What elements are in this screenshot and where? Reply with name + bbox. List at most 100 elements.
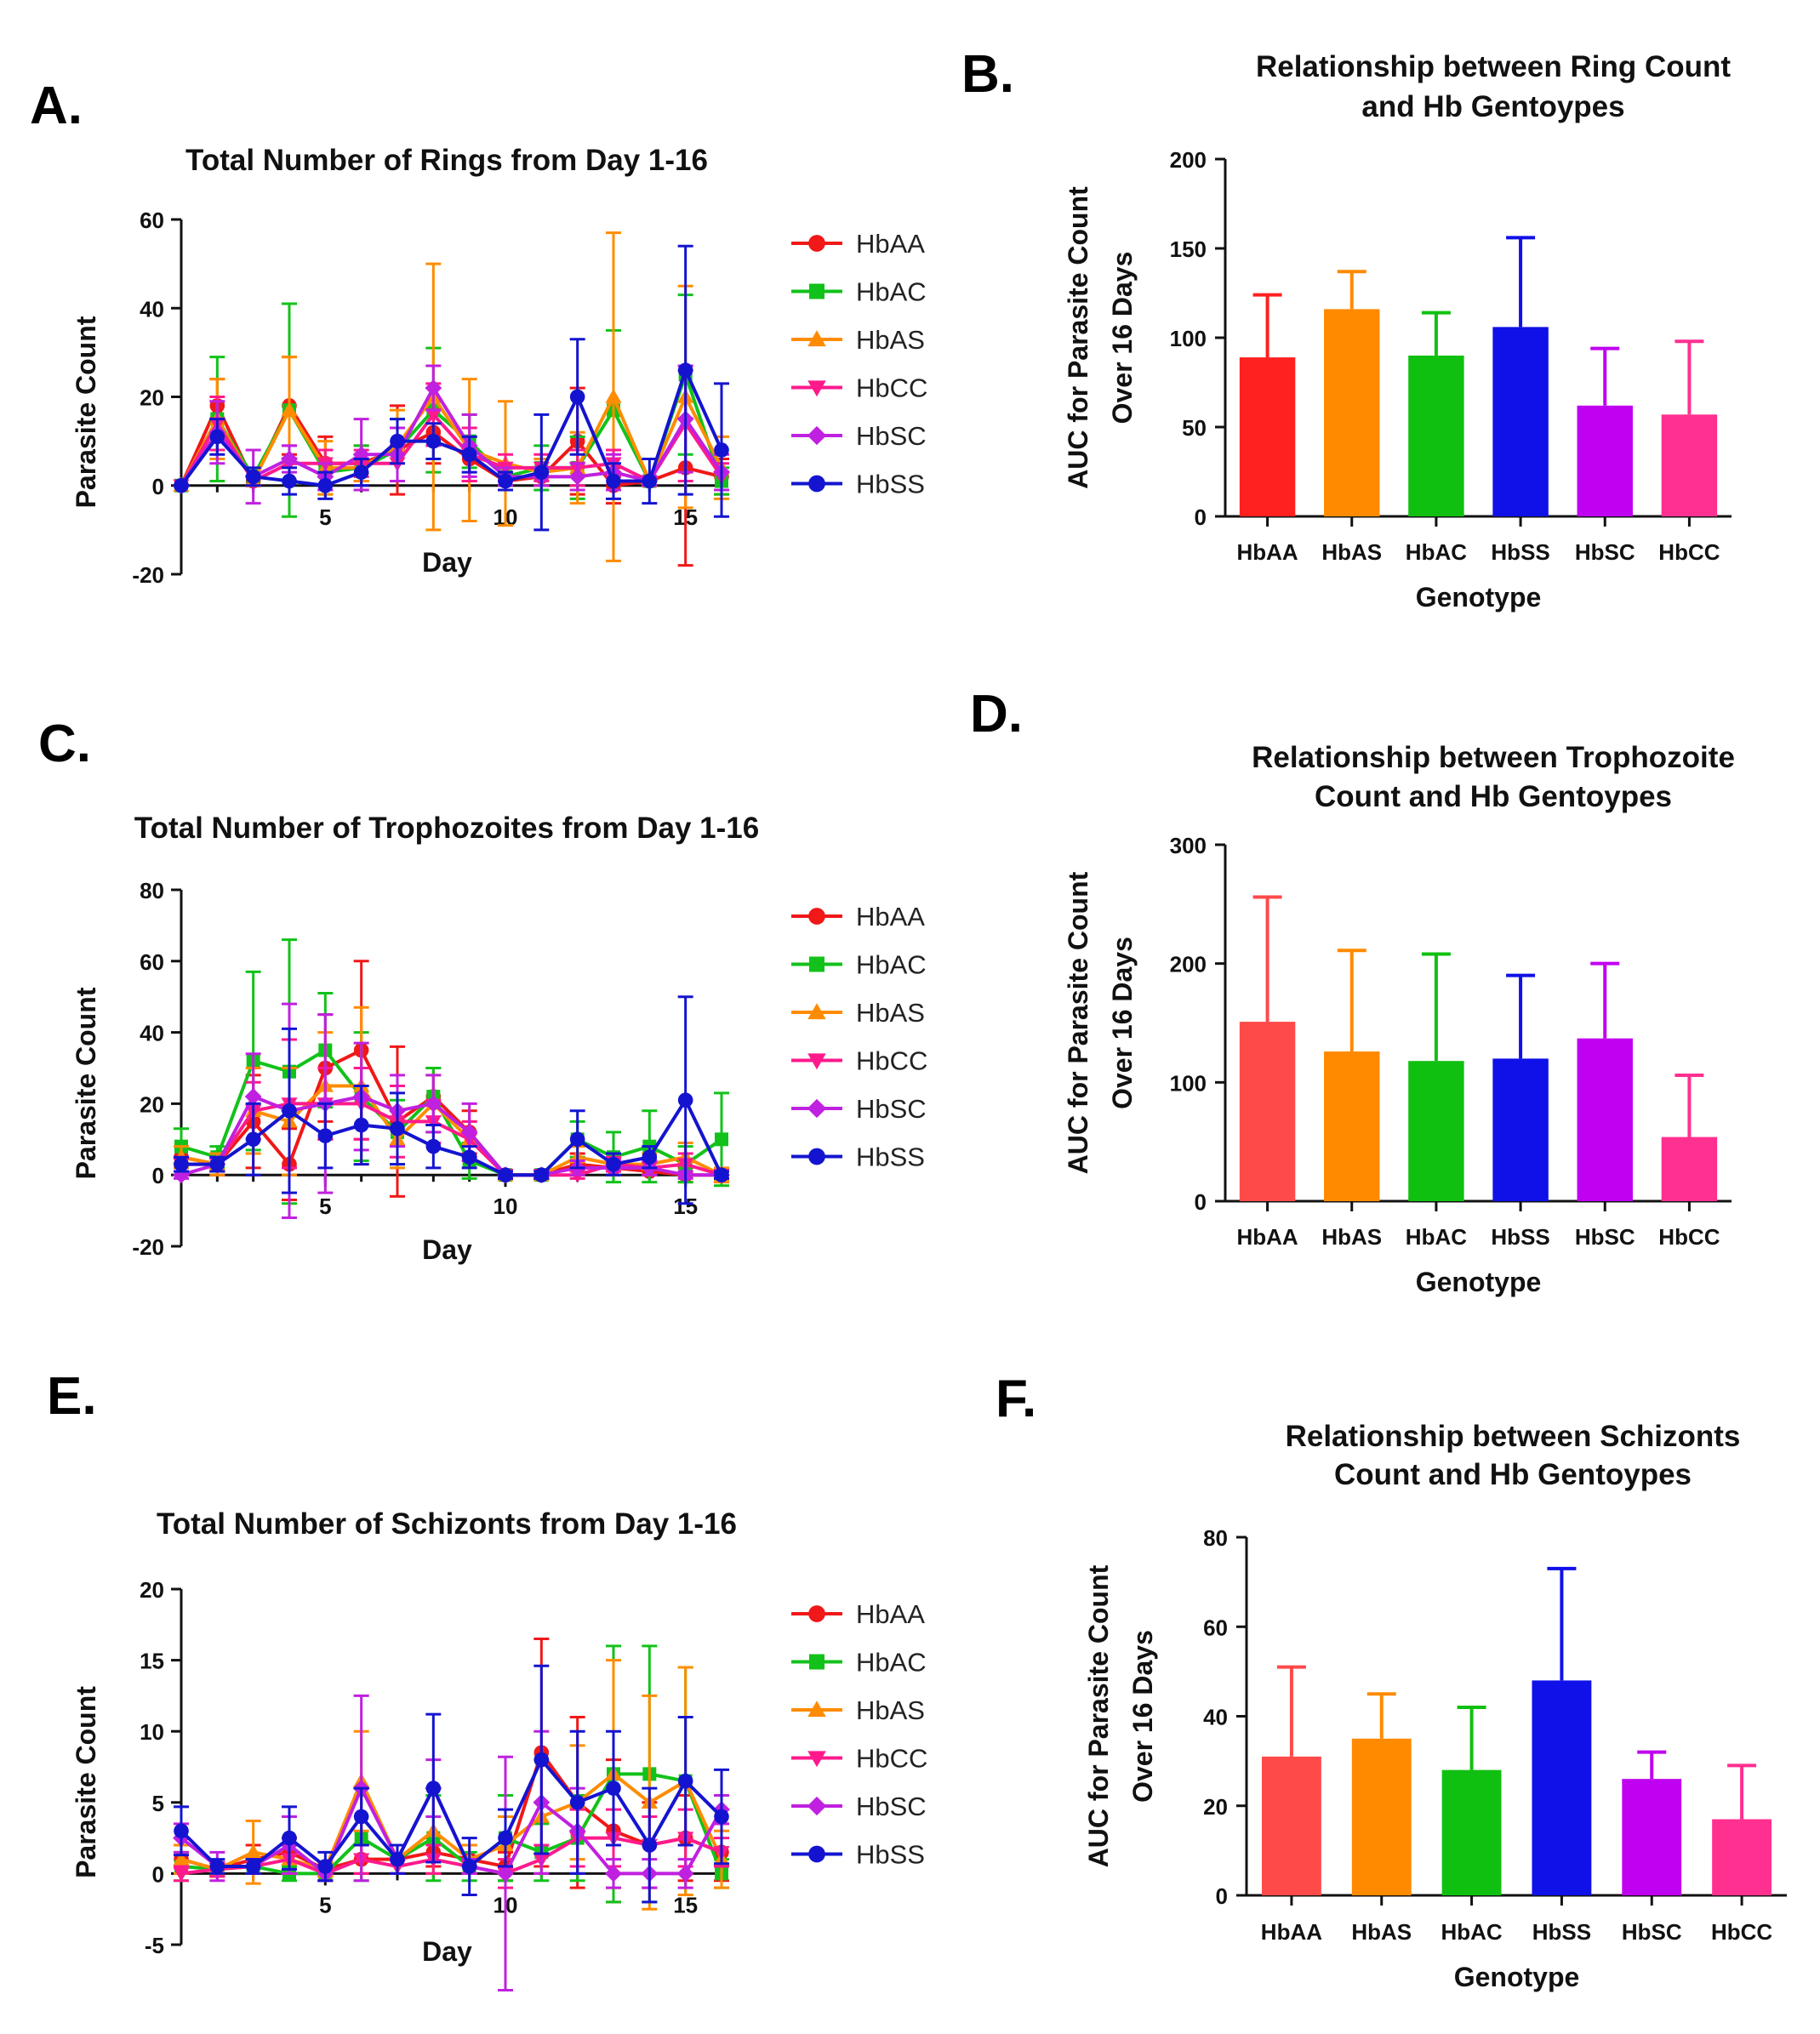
y-axis-label-line: Over 16 Days (1107, 252, 1138, 424)
bar-hbac (1408, 1061, 1464, 1201)
y-tick-label: 0 (152, 474, 164, 499)
x-tick-label: HbAA (1236, 539, 1298, 565)
bar-hbas (1351, 1738, 1412, 1895)
legend-item-hbaa: HbAA (791, 902, 925, 932)
marker-hbac-legend (809, 1654, 824, 1670)
legend-item-hbaa: HbAA (791, 1599, 925, 1629)
marker-hbcc-legend (807, 1053, 826, 1070)
legend-label: HbAS (856, 325, 925, 355)
marker-hbss-7 (390, 1120, 405, 1137)
marker-hbss-10 (498, 473, 513, 489)
bar-hbss (1492, 327, 1549, 516)
y-tick-label: 10 (140, 1719, 164, 1745)
y-tick-label: 100 (1170, 326, 1207, 351)
series-hbss (174, 995, 729, 1205)
marker-hbss-4 (282, 1102, 297, 1119)
panel-letter: D. (970, 685, 1023, 744)
x-axis-label: Genotype (1454, 1962, 1580, 1992)
y-tick-label: -20 (132, 562, 164, 588)
x-tick-label: HbAC (1441, 1919, 1502, 1945)
marker-hbss-9 (461, 1149, 477, 1165)
series-line-hbsc (180, 1095, 722, 1177)
y-tick-label: -5 (145, 1933, 164, 1958)
x-tick-label: HbSS (1491, 539, 1549, 565)
legend-label: HbSC (856, 1094, 927, 1124)
bar-hbcc (1661, 1137, 1718, 1201)
series-hbas (173, 231, 730, 562)
marker-hbss-6 (353, 1117, 369, 1133)
y-tick-label: 200 (1170, 952, 1207, 977)
marker-hbac-16 (715, 1132, 728, 1147)
series-hbss (174, 244, 729, 532)
legend-label: HbCC (856, 373, 927, 403)
marker-hbaa-legend (808, 908, 825, 925)
legend-label: HbCC (856, 1046, 927, 1076)
legend-item-hbcc: HbCC (791, 373, 927, 403)
panel-letter: C. (38, 715, 91, 773)
marker-hbss-13 (606, 1156, 621, 1172)
series-hbaa (174, 356, 729, 567)
marker-hbsc-8 (425, 379, 442, 396)
x-tick-label: 5 (319, 1892, 331, 1917)
x-tick-label: HbAA (1236, 1224, 1298, 1250)
x-tick-label: HbSC (1575, 1224, 1635, 1250)
series-line-hbac (180, 373, 723, 487)
marker-hbsc-legend (807, 425, 827, 446)
marker-hbas-legend (807, 1003, 826, 1020)
y-tick-label: 100 (1170, 1070, 1207, 1096)
x-axis-label: Day (422, 1936, 472, 1967)
x-tick-label: HbAC (1406, 539, 1467, 565)
marker-hbsc-6 (352, 446, 370, 464)
y-tick-label: -20 (132, 1234, 164, 1260)
y-tick-label: 60 (140, 208, 164, 233)
y-tick-label: 15 (140, 1649, 164, 1674)
y-tick-label: 50 (1182, 415, 1207, 441)
marker-hbss-legend (808, 1845, 825, 1863)
series-line-hbsc (180, 386, 723, 487)
y-tick-label: 20 (140, 1091, 164, 1117)
legend-item-hbsc: HbSC (791, 1094, 927, 1124)
legend-label: HbSS (856, 1142, 925, 1172)
marker-hbas-legend (807, 1701, 826, 1718)
y-tick-label: 80 (140, 878, 164, 903)
chart-title-line: Relationship between Ring Count (1256, 50, 1731, 83)
chart-title: Total Number of Rings from Day 1-16 (185, 144, 708, 177)
marker-hbss-12 (569, 389, 585, 405)
marker-hbsc-9 (460, 1124, 478, 1141)
line-chart-a: A. Total Number of Rings from Day 1-16 -20… (30, 77, 927, 588)
y-tick-label: 0 (1216, 1883, 1228, 1909)
legend: HbAA HbAC HbAS HbCC HbSC HbSS (791, 902, 927, 1172)
marker-hbss-12 (569, 1795, 585, 1810)
bar-hbsc (1622, 1779, 1682, 1895)
legend-label: HbAS (856, 1695, 925, 1725)
y-tick-label: 150 (1170, 236, 1207, 262)
marker-hbsc-3 (244, 1088, 262, 1105)
legend-label: HbAA (856, 902, 925, 932)
bar-chart-d: D. Relationship between Trophozoite Count … (970, 685, 1735, 1297)
marker-hbss-9 (461, 1859, 477, 1874)
marker-hbss-2 (209, 1156, 225, 1172)
x-tick-label: HbSS (1532, 1919, 1591, 1945)
series-line-hbss (180, 368, 723, 487)
marker-hbcc-legend (807, 1751, 826, 1768)
legend-label: HbSS (856, 1840, 925, 1870)
y-tick-label: 60 (1203, 1615, 1228, 1640)
series-hbss (174, 1664, 729, 1904)
line-chart-c: C. Total Number of Trophozoites from Day … (38, 715, 927, 1265)
y-axis-label: Parasite Count (71, 987, 101, 1179)
marker-hbsc-12 (568, 468, 586, 486)
marker-hbss-3 (245, 1859, 261, 1874)
marker-hbss-13 (606, 473, 621, 489)
x-axis-label: Day (422, 547, 472, 578)
marker-hbss-3 (245, 469, 261, 485)
marker-hbss-5 (317, 1128, 334, 1143)
marker-hbss-14 (642, 1149, 658, 1165)
legend-item-hbac: HbAC (791, 277, 927, 307)
marker-hbas-13 (605, 388, 622, 403)
x-axis-label: Genotype (1416, 582, 1542, 612)
marker-hbsc-4 (281, 450, 298, 468)
marker-hbss-7 (390, 1851, 405, 1867)
chart-title-line: Relationship between Trophozoite (1252, 741, 1735, 774)
bar-hbcc (1712, 1819, 1772, 1895)
bar-hbsc (1577, 405, 1633, 516)
